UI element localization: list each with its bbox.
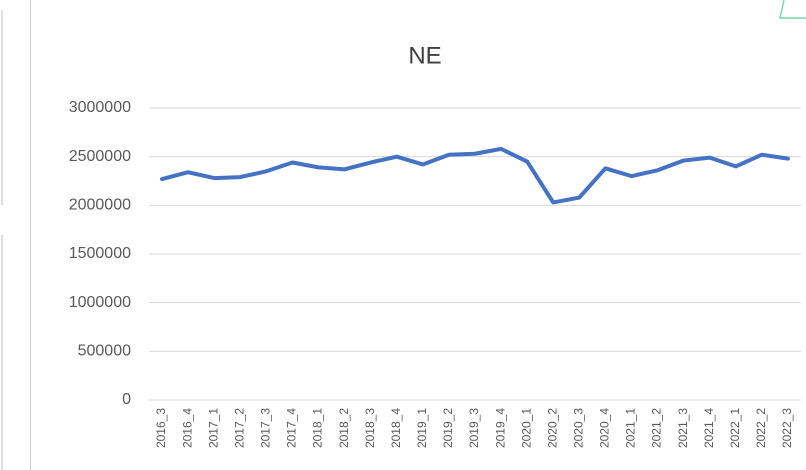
x-tick-label: 2017_4 <box>285 408 299 448</box>
data-line <box>160 146 790 205</box>
x-tick-label: 2018_3 <box>363 408 377 448</box>
x-tick-label: 2018_2 <box>337 408 351 448</box>
x-tick-label: 2020_1 <box>519 408 533 448</box>
x-tick-label: 2022_2 <box>754 408 768 448</box>
x-tick-label: 2020_2 <box>545 408 559 448</box>
y-tick-label: 1500000 <box>69 245 131 262</box>
chart-frame <box>30 0 31 470</box>
y-tick-label: 0 <box>122 391 131 408</box>
x-tick-label: 2019_3 <box>467 408 481 448</box>
chart-title: NE <box>408 42 441 69</box>
x-tick-label: 2019_4 <box>493 408 507 448</box>
x-tick-label: 2020_4 <box>598 408 612 448</box>
x-tick-label: 2019_1 <box>415 408 429 448</box>
x-tick-label: 2019_2 <box>441 408 455 448</box>
corner-decoration <box>779 0 806 19</box>
x-tick-label: 2017_3 <box>259 408 273 448</box>
y-tick-label: 3000000 <box>69 99 131 116</box>
x-tick-label: 2021_1 <box>624 408 638 448</box>
x-tick-label: 2021_2 <box>650 408 664 448</box>
x-tick-label: 2021_3 <box>676 408 690 448</box>
y-tick-label: 1000000 <box>69 294 131 311</box>
y-tick-label: 500000 <box>78 343 131 360</box>
x-tick-label: 2021_4 <box>702 408 716 448</box>
x-tick-label: 2016_3 <box>154 408 168 448</box>
x-tick-label: 2018_1 <box>311 408 325 448</box>
x-tick-label: 2017_1 <box>206 408 220 448</box>
y-tick-label: 2000000 <box>69 197 131 214</box>
x-tick-label: 2022_3 <box>780 408 794 448</box>
x-tick-label: 2022_1 <box>728 408 742 448</box>
x-tick-label: 2017_2 <box>232 408 246 448</box>
x-tick-label: 2016_4 <box>180 408 194 448</box>
x-tick-label: 2020_3 <box>571 408 585 448</box>
x-tick-label: 2018_4 <box>389 408 403 448</box>
y-tick-label: 2500000 <box>69 148 131 165</box>
